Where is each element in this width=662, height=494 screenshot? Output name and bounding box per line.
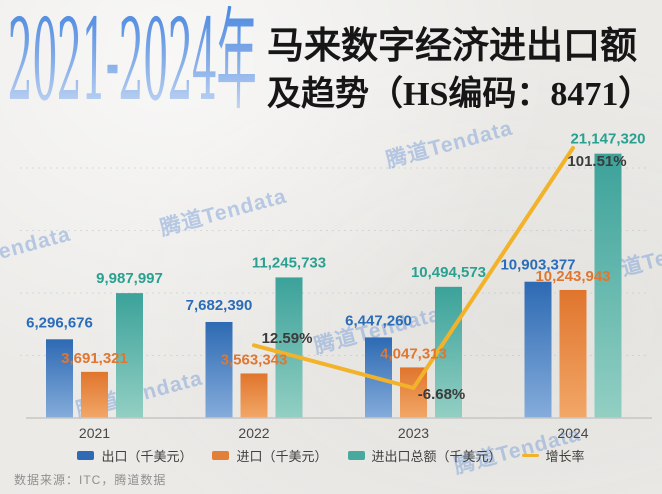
export-value-label: 6,296,676 bbox=[26, 314, 93, 331]
x-axis: 2021 2022 2023 2024 bbox=[26, 417, 652, 441]
total-value-label: 21,147,320 bbox=[570, 131, 645, 148]
legend-item: 增长率 bbox=[521, 446, 585, 465]
legend-item: 进出口总额（千美元） bbox=[347, 446, 502, 465]
legend-item: 进口（千美元） bbox=[212, 446, 328, 465]
legend-swatch-import bbox=[212, 451, 230, 460]
import-value-label: 10,243,943 bbox=[535, 268, 610, 285]
import-bar bbox=[559, 289, 587, 418]
export-bar bbox=[524, 281, 552, 418]
title-main-line1: 马来数字经济进出口额 bbox=[267, 26, 637, 67]
growth-rate-label: 12.59% bbox=[262, 330, 313, 347]
import-value-label: 3,563,343 bbox=[221, 351, 288, 368]
legend-swatch-growth-line bbox=[521, 453, 539, 458]
total-bar bbox=[275, 277, 303, 418]
export-bar bbox=[46, 339, 73, 418]
growth-rate-line bbox=[252, 145, 575, 390]
import-value-label: 4,047,313 bbox=[380, 345, 447, 362]
legend-item: 出口（千美元） bbox=[77, 446, 192, 465]
x-axis-label: 2023 bbox=[398, 425, 429, 441]
total-bar bbox=[594, 153, 622, 418]
growth-rate-polyline bbox=[252, 145, 575, 390]
legend-label: 进口（千美元） bbox=[236, 449, 328, 464]
data-source-note: 数据来源：ITC，腾道数据 bbox=[14, 473, 167, 487]
legend-swatch-export bbox=[77, 451, 95, 460]
total-value-label: 9,987,997 bbox=[96, 270, 163, 287]
x-axis-label: 2024 bbox=[557, 425, 588, 441]
legend-label: 进出口总额（千美元） bbox=[371, 449, 502, 464]
total-bar bbox=[116, 293, 143, 418]
export-value-label: 6,447,260 bbox=[345, 312, 412, 329]
title-main-line2: 及趋势（HS编码：8471） bbox=[267, 76, 653, 113]
import-bar bbox=[240, 373, 268, 418]
export-value-label: 7,682,390 bbox=[186, 297, 253, 314]
import-value-label: 3,691,321 bbox=[61, 350, 128, 367]
total-value-label: 11,245,733 bbox=[252, 254, 326, 271]
export-value-label: 10,903,377 bbox=[500, 257, 575, 274]
title-main: 马来数字经济进出口额 及趋势（HS编码：8471） bbox=[267, 22, 652, 118]
legend-label: 增长率 bbox=[545, 449, 585, 464]
x-axis-label: 2021 bbox=[79, 425, 110, 441]
import-bar bbox=[81, 371, 108, 418]
value-labels: 6,296,676 7,682,390 6,447,260 10,903,377 3,6… bbox=[26, 131, 645, 403]
total-value-label: 10,494,573 bbox=[411, 264, 486, 281]
growth-rate-label: 101.51% bbox=[567, 153, 626, 170]
growth-rate-label: -6.68% bbox=[418, 386, 466, 403]
x-axis-label: 2022 bbox=[238, 425, 269, 441]
legend-swatch-total bbox=[347, 451, 365, 460]
chart-legend: 出口（千美元） 进口（千美元） 进出口总额（千美元） 增长率 bbox=[0, 446, 662, 465]
legend-label: 出口（千美元） bbox=[101, 449, 193, 464]
export-bar bbox=[205, 321, 233, 418]
